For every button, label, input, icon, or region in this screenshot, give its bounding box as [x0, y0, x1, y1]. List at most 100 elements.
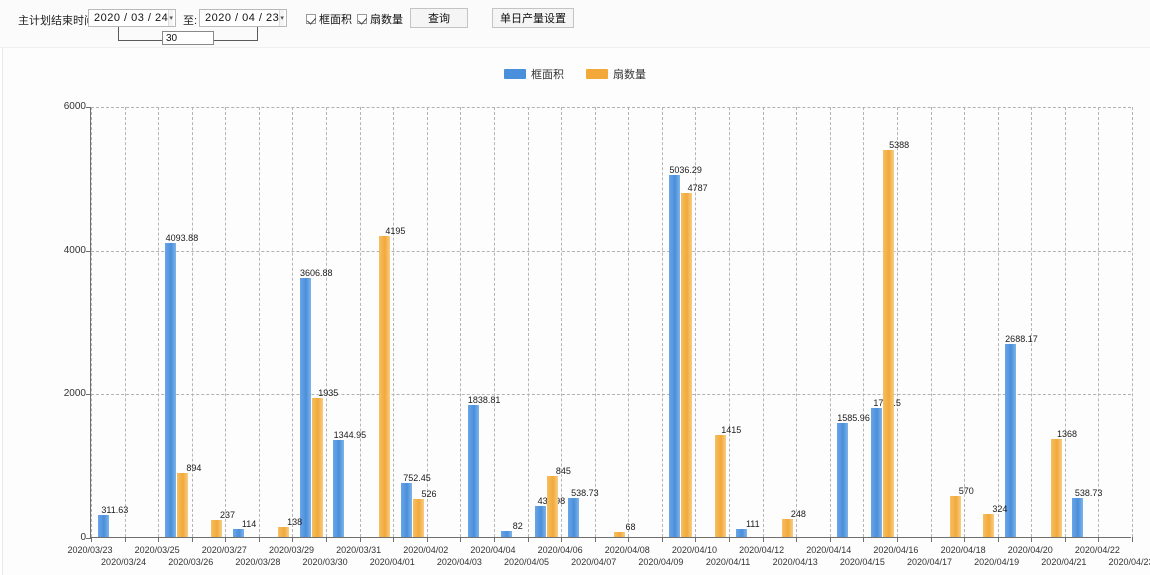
bar-frame-area[interactable]: [1072, 498, 1084, 537]
bar-value-label: 82: [512, 521, 523, 532]
filter-toolbar: 主计划结束时间: 2020 / 03 / 24 ▾ 至: 2020 / 04 /…: [0, 0, 1150, 48]
vertical-gridline: [729, 107, 731, 537]
bar-frame-area[interactable]: [98, 514, 110, 537]
x-axis-tick-label: 2020/04/15: [839, 557, 885, 567]
x-axis-tick-mark: [1132, 537, 1133, 542]
vertical-gridline: [225, 107, 227, 537]
bar-frame-area[interactable]: [400, 482, 412, 537]
bar-value-label: 2688.17: [1005, 333, 1038, 344]
bar-fan-count[interactable]: [949, 496, 961, 537]
bar-frame-area[interactable]: [467, 404, 479, 537]
bar-frame-area[interactable]: [1004, 343, 1016, 537]
x-axis-tick-label: 2020/03/26: [168, 557, 214, 567]
bar-frame-area[interactable]: [333, 440, 345, 537]
bar-frame-area[interactable]: [568, 498, 580, 537]
chart-legend: 框面积 扇数量: [0, 66, 1150, 82]
bar-frame-area[interactable]: [870, 407, 882, 537]
bar-fan-count[interactable]: [211, 519, 223, 537]
x-axis-tick-label: 2020/03/28: [235, 557, 281, 567]
daily-output-settings-button[interactable]: 单日产量设置: [492, 8, 574, 28]
x-axis-tick-label: 2020/04/03: [436, 557, 482, 567]
bar-fan-count[interactable]: [278, 527, 290, 537]
vertical-gridline: [124, 107, 126, 537]
x-axis-tick-label: 2020/04/02: [403, 545, 449, 555]
vertical-gridline: [661, 107, 663, 537]
x-axis-tick-mark: [796, 537, 798, 542]
x-axis-tick-label: 2020/04/06: [537, 545, 583, 555]
chevron-down-icon[interactable]: ▾: [279, 10, 284, 26]
bar-fan-count[interactable]: [614, 532, 625, 537]
x-axis-tick-mark: [91, 537, 92, 542]
bar-fan-count[interactable]: [177, 472, 189, 537]
bar-value-label: 894: [186, 462, 202, 473]
bar-fan-count[interactable]: [311, 398, 323, 537]
bar-fan-count[interactable]: [1050, 438, 1062, 537]
vertical-gridline: [1098, 107, 1100, 537]
legend-item-fan-count[interactable]: 扇数量: [586, 66, 646, 82]
date-from-picker[interactable]: 2020 / 03 / 24 ▾: [88, 9, 176, 27]
date-from-value: 2020 / 03 / 24: [94, 12, 169, 24]
bar-value-label: 570: [958, 486, 974, 497]
vertical-gridline: [393, 107, 395, 537]
vertical-gridline: [863, 107, 865, 537]
bar-frame-area[interactable]: [165, 242, 177, 537]
x-axis-tick-label: 2020/04/08: [604, 545, 650, 555]
bar-fan-count[interactable]: [412, 499, 424, 537]
checkbox-fan-count[interactable]: 扇数量: [357, 11, 403, 27]
bar-fan-count[interactable]: [882, 149, 894, 537]
query-button[interactable]: 查询: [410, 8, 468, 28]
vertical-gridline: [292, 107, 294, 537]
x-axis-tick-mark: [594, 537, 596, 542]
bar-frame-area[interactable]: [534, 506, 546, 537]
x-axis-tick-label: 2020/04/07: [571, 557, 617, 567]
bar-fan-count[interactable]: [546, 476, 558, 537]
bar-frame-area[interactable]: [501, 531, 513, 537]
x-axis-tick-label: 2020/04/14: [806, 545, 852, 555]
horizontal-gridline: [91, 250, 1131, 252]
vertical-gridline: [762, 107, 764, 537]
vertical-gridline: [561, 107, 563, 537]
legend-item-frame-area[interactable]: 框面积: [504, 66, 564, 82]
y-axis-tick-label: 6000: [63, 101, 86, 112]
x-axis-tick-label: 2020/03/27: [201, 545, 247, 555]
x-axis-tick-mark: [628, 537, 630, 542]
bar-value-label: 4093.88: [165, 232, 199, 243]
date-to-picker[interactable]: 2020 / 04 / 23 ▾: [199, 9, 287, 27]
x-axis-tick-label: 2020/03/31: [336, 545, 382, 555]
x-axis-tick-label: 2020/04/13: [772, 557, 818, 567]
window-left-edge: [0, 0, 3, 575]
bar-value-label: 1344.95: [333, 430, 367, 441]
bar-fan-count[interactable]: [378, 235, 390, 537]
x-axis-tick-mark: [896, 537, 898, 542]
checkbox-frame-area[interactable]: 框面积: [306, 11, 352, 27]
x-axis-tick-mark: [829, 537, 831, 542]
bar-fan-count[interactable]: [681, 193, 693, 537]
bar-frame-area[interactable]: [669, 175, 681, 537]
checkmark-icon[interactable]: [357, 14, 367, 24]
bar-fan-count[interactable]: [714, 435, 726, 537]
bar-frame-area[interactable]: [837, 423, 849, 537]
chart-plot-area: 311.63 4093.88 114 3606.88 1344.95 752.45 1838…: [86, 107, 1133, 542]
chevron-down-icon[interactable]: ▾: [168, 10, 173, 26]
vertical-gridline: [997, 107, 999, 537]
legend-swatch-icon: [504, 69, 526, 79]
x-axis-tick-mark: [930, 537, 932, 542]
x-axis-tick-label: 2020/04/05: [504, 557, 550, 567]
x-axis-tick-mark: [1031, 537, 1033, 542]
bar-frame-area[interactable]: [299, 277, 311, 537]
date-span-days-input[interactable]: 30: [162, 31, 214, 45]
bar-value-label: 138: [287, 517, 303, 528]
bar-fan-count[interactable]: [983, 513, 995, 537]
bar-value-label: 538.73: [1074, 488, 1103, 499]
legend-label: 扇数量: [613, 69, 646, 81]
vertical-gridline: [326, 107, 328, 537]
bar-frame-area[interactable]: [232, 528, 244, 537]
x-axis-tick-label: 2020/03/24: [101, 557, 147, 567]
bar-frame-area[interactable]: [736, 529, 748, 537]
x-axis-tick-label: 2020/04/11: [705, 557, 751, 567]
checkmark-icon[interactable]: [306, 14, 316, 24]
x-axis-tick-mark: [124, 537, 126, 542]
vertical-gridline: [829, 107, 831, 537]
horizontal-gridline: [91, 394, 1131, 396]
bar-fan-count[interactable]: [781, 519, 793, 537]
